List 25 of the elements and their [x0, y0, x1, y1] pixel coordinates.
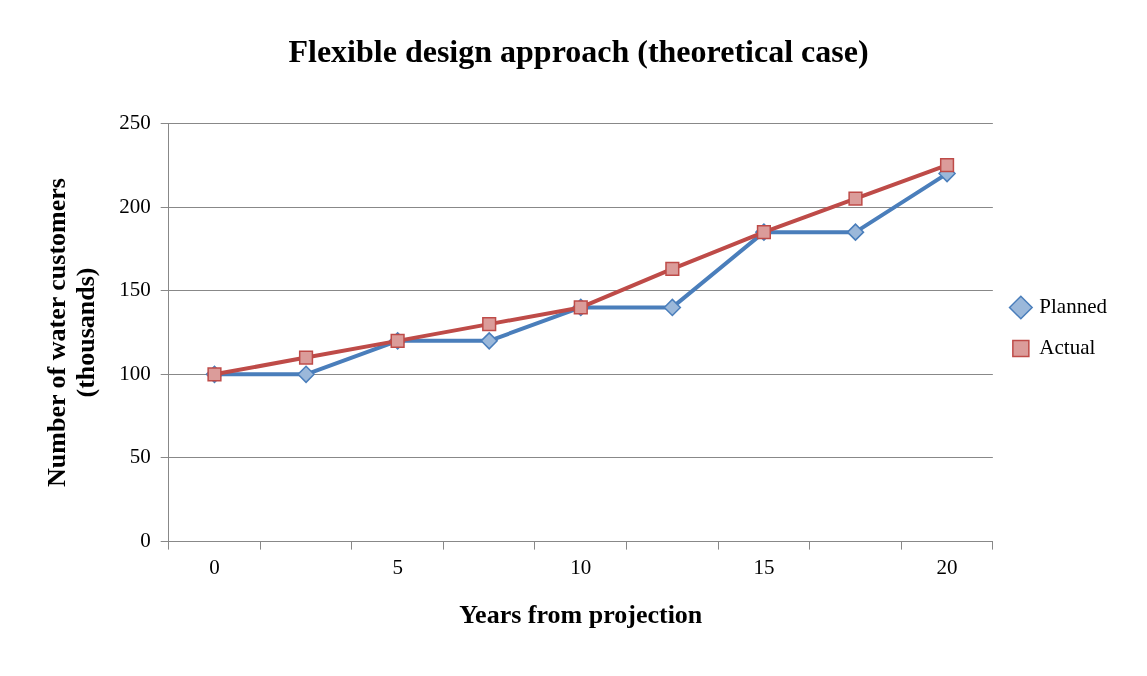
y-tick-label: 150 [119, 277, 151, 302]
legend-label: Planned [1039, 294, 1108, 319]
point [480, 332, 498, 350]
point [482, 317, 497, 332]
legend-label: Actual [1039, 335, 1096, 360]
point [939, 158, 955, 173]
y-tick-label: 200 [119, 193, 151, 218]
point [846, 223, 865, 241]
y-tick-label: 0 [140, 528, 151, 553]
y-tick-label: 50 [129, 444, 151, 469]
x-tick-label: 15 [753, 554, 775, 579]
x-tick-label: 0 [209, 554, 220, 579]
x-tick-label: 20 [936, 554, 958, 579]
point [848, 191, 863, 206]
point [298, 350, 314, 365]
point [665, 261, 680, 277]
x-axis-title: Years from projection [459, 600, 703, 630]
y-tick-label: 250 [119, 109, 151, 134]
y-axis-title: Number of water customers (thousands) [42, 178, 100, 487]
x-tick-label: 10 [570, 554, 592, 579]
x-tick-label: 5 [392, 554, 403, 579]
point [297, 365, 315, 384]
y-tick-label: 100 [119, 360, 151, 385]
chart-title: Flexible design approach (theoretical case) [288, 33, 869, 70]
point [663, 298, 682, 317]
